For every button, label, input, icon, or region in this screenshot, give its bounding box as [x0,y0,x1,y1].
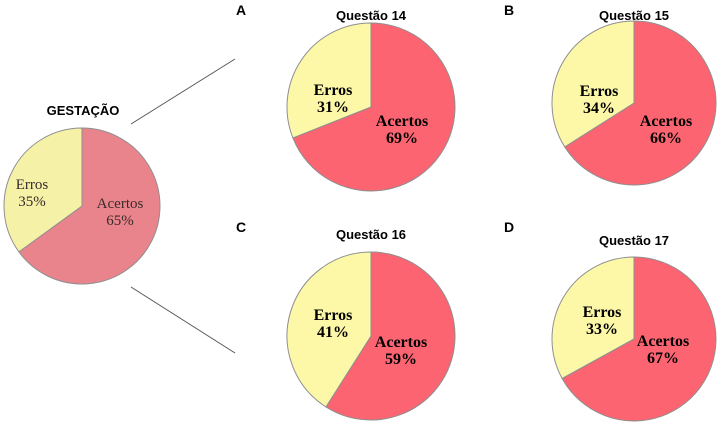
pie-questao-16: Acertos 59% Erros 41% [286,251,456,421]
pie-slice-acertos [292,22,456,192]
pie-slice-acertos [561,256,717,422]
slice-label-acertos: Acertos 66% [640,113,692,147]
slice-label-acertos: Acertos 65% [97,196,144,229]
pie-b-title: Questão 15 [599,8,669,23]
slice-value-erros: 35% [18,194,46,210]
connector-line-top [130,58,236,125]
slice-value-erros: 34% [583,100,615,117]
slice-label-erros: Erros 33% [583,304,622,338]
pie-c-title: Questão 16 [336,227,406,242]
main-pie-title: GESTAÇÃO [47,103,120,118]
pie-slice-erros [286,22,372,139]
pie-questao-17: Acertos 67% Erros 33% [551,256,717,422]
slice-value-erros: 31% [317,99,349,116]
slice-label-erros: Erros 31% [314,82,353,116]
pie-slice-acertos [564,20,717,186]
panel-letter-d: D [504,219,514,235]
panel-letter-c: C [236,219,246,235]
pie-d-title: Questão 17 [599,233,669,248]
pie-questao-14: Acertos 69% Erros 31% [286,22,456,192]
slice-label-acertos: Acertos 67% [637,333,689,367]
pie-a-title: Questão 14 [336,8,407,23]
pie-slice-erros [286,251,372,408]
slice-value-acertos: 67% [647,350,679,367]
slice-label-acertos: Acertos 69% [376,113,428,147]
pie-slice-erros [3,127,83,253]
slice-value-acertos: 59% [385,351,417,368]
pie-slice-erros [551,20,635,148]
slice-label-acertos: Acertos 59% [375,334,427,368]
slice-value-erros: 33% [586,321,618,338]
pie-questao-15: Acertos 66% Erros 34% [551,20,717,186]
pie-slice-acertos [325,251,456,421]
slice-value-acertos: 66% [650,130,682,147]
panel-letter-b: B [504,2,514,18]
pie-slice-acertos [18,127,161,285]
panel-letter-a: A [236,2,246,18]
slice-label-erros: Erros 34% [580,83,619,117]
slice-label-erros: Erros 41% [314,307,353,341]
pie-gestacao: Acertos 65% Erros 35% [3,127,161,285]
pie-slice-erros [551,256,635,380]
slice-value-acertos: 69% [386,130,418,147]
slice-value-erros: 41% [317,324,349,341]
connector-line-bottom [130,286,236,354]
slice-value-acertos: 65% [106,213,134,229]
slice-label-erros: Erros 35% [16,177,49,210]
